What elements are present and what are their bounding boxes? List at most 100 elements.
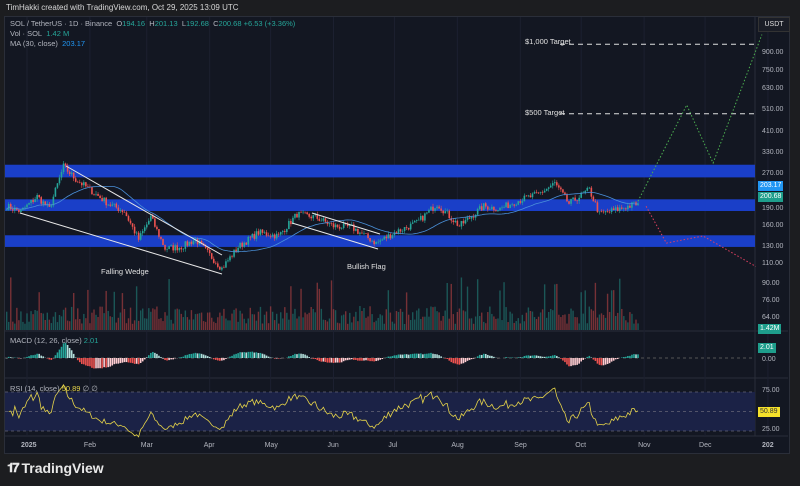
chart-panel[interactable] [4, 16, 790, 454]
macd-histogram-bar [170, 358, 172, 360]
volume-bar [330, 280, 333, 330]
macd-histogram-bar [166, 358, 168, 361]
macd-legend[interactable]: MACD (12, 26, close) 2.01 [10, 336, 98, 345]
currency-button[interactable]: USDT [758, 17, 790, 32]
macd-histogram-bar [395, 355, 398, 358]
volume-bar [397, 311, 400, 330]
candle [314, 214, 317, 216]
macd-histogram-bar [462, 358, 465, 364]
macd-histogram-bar [547, 356, 550, 358]
macd-histogram-bar [261, 353, 264, 358]
volume-bar [115, 322, 118, 330]
volume-bar [148, 308, 150, 330]
time-tick: May [264, 442, 278, 449]
volume-bar [302, 317, 304, 330]
volume-bar [353, 316, 355, 330]
volume-bar [367, 316, 369, 330]
macd-label: MACD (12, 26, close) [10, 336, 82, 345]
volume-bar [160, 318, 162, 330]
candle [148, 220, 150, 225]
volume-bar [111, 317, 113, 330]
volume-bar [239, 310, 241, 330]
volume-bar [176, 308, 178, 330]
candle [265, 232, 268, 236]
candle [328, 223, 331, 225]
candle [618, 207, 621, 212]
volume-bar [586, 323, 588, 330]
candle [158, 229, 160, 237]
macd-histogram-bar [202, 354, 205, 358]
candle [44, 201, 47, 205]
tradingview-logo[interactable]: 𝟏𝟕 TradingView [7, 460, 104, 476]
candle [351, 224, 353, 226]
volume-bar [511, 313, 513, 330]
candle [523, 195, 526, 202]
volume-bar [454, 323, 457, 330]
macd-histogram-bar [623, 356, 625, 358]
volume-bar [462, 310, 465, 330]
macd-histogram-bar [371, 358, 373, 362]
volume-bar [574, 317, 576, 330]
symbol-name: SOL / TetherUS · 1D · Binance [10, 19, 113, 28]
candle [101, 198, 103, 202]
volume-bar [314, 312, 316, 330]
candle [612, 208, 615, 211]
candle [164, 245, 166, 250]
volume-bar [481, 312, 483, 330]
tradingview-logo-icon: 𝟏𝟕 [7, 460, 20, 475]
close-value: 200.68 [218, 19, 242, 28]
pattern-trendline [291, 222, 379, 250]
candle [227, 260, 229, 262]
macd-histogram-bar [598, 358, 601, 365]
volume-bar [219, 312, 221, 330]
candle [139, 233, 142, 240]
rsi-legend[interactable]: RSI (14, close) 50.89 ∅ ∅ [10, 384, 98, 393]
candle [322, 218, 325, 221]
candle [206, 247, 209, 250]
macd-histogram-bar [99, 358, 101, 369]
macd-histogram-bar [531, 355, 534, 358]
candle [26, 204, 28, 208]
candle [367, 233, 369, 239]
volume-bar [284, 307, 286, 330]
macd-histogram-bar [436, 354, 438, 358]
candle [519, 201, 522, 203]
candle [18, 209, 20, 212]
macd-histogram-bar [338, 358, 341, 363]
candle [395, 232, 398, 234]
volume-bar [604, 317, 607, 330]
macd-histogram-bar [614, 358, 617, 360]
candle [545, 188, 548, 191]
macd-histogram-bar [194, 352, 197, 358]
candle [586, 187, 589, 191]
price-tick: 630.00 [762, 84, 784, 92]
price-tick: 130.00 [762, 242, 784, 250]
rsi-settings-icons[interactable]: ∅ ∅ [82, 384, 98, 393]
time-tick: Oct [575, 442, 587, 449]
price-tick: 90.00 [762, 279, 780, 287]
ma-legend[interactable]: MA (30, close) 203.17 [10, 39, 85, 48]
volume-bar [233, 309, 235, 330]
macd-histogram-bar [28, 356, 30, 358]
macd-histogram-bar [426, 353, 428, 358]
candle [369, 238, 371, 242]
volume-bar [142, 308, 144, 330]
candle [304, 211, 306, 213]
volume-bar [545, 317, 548, 330]
volume-legend[interactable]: Vol · SOL 1.42 M [10, 29, 69, 38]
candle [292, 217, 294, 225]
target-500-label: $500 Target [525, 108, 565, 117]
symbol-legend[interactable]: SOL / TetherUS · 1D · Binance O194.16 H2… [10, 19, 295, 28]
volume-bar [229, 320, 231, 330]
volume-bar [570, 308, 572, 330]
volume-bar [594, 282, 597, 330]
volume-bar [129, 307, 132, 330]
volume-bar [503, 282, 505, 330]
volume-bar [170, 319, 172, 330]
volume-bar [324, 320, 327, 330]
volume-bar [85, 318, 87, 330]
candle [123, 212, 126, 213]
candle [560, 187, 562, 190]
candle [428, 209, 430, 213]
